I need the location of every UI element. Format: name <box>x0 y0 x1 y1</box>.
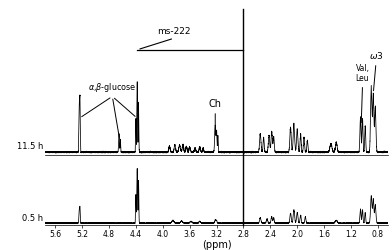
X-axis label: (ppm): (ppm) <box>202 240 231 250</box>
Text: Ch: Ch <box>209 99 222 108</box>
Text: 0.5 h: 0.5 h <box>22 213 44 222</box>
Text: Val,
Leu: Val, Leu <box>356 64 370 82</box>
Text: $\alpha$,$\beta$-glucose: $\alpha$,$\beta$-glucose <box>88 81 136 94</box>
Text: $\omega$3: $\omega$3 <box>369 50 383 61</box>
Text: ms-222: ms-222 <box>158 27 191 36</box>
Text: 11.5 h: 11.5 h <box>17 142 44 151</box>
